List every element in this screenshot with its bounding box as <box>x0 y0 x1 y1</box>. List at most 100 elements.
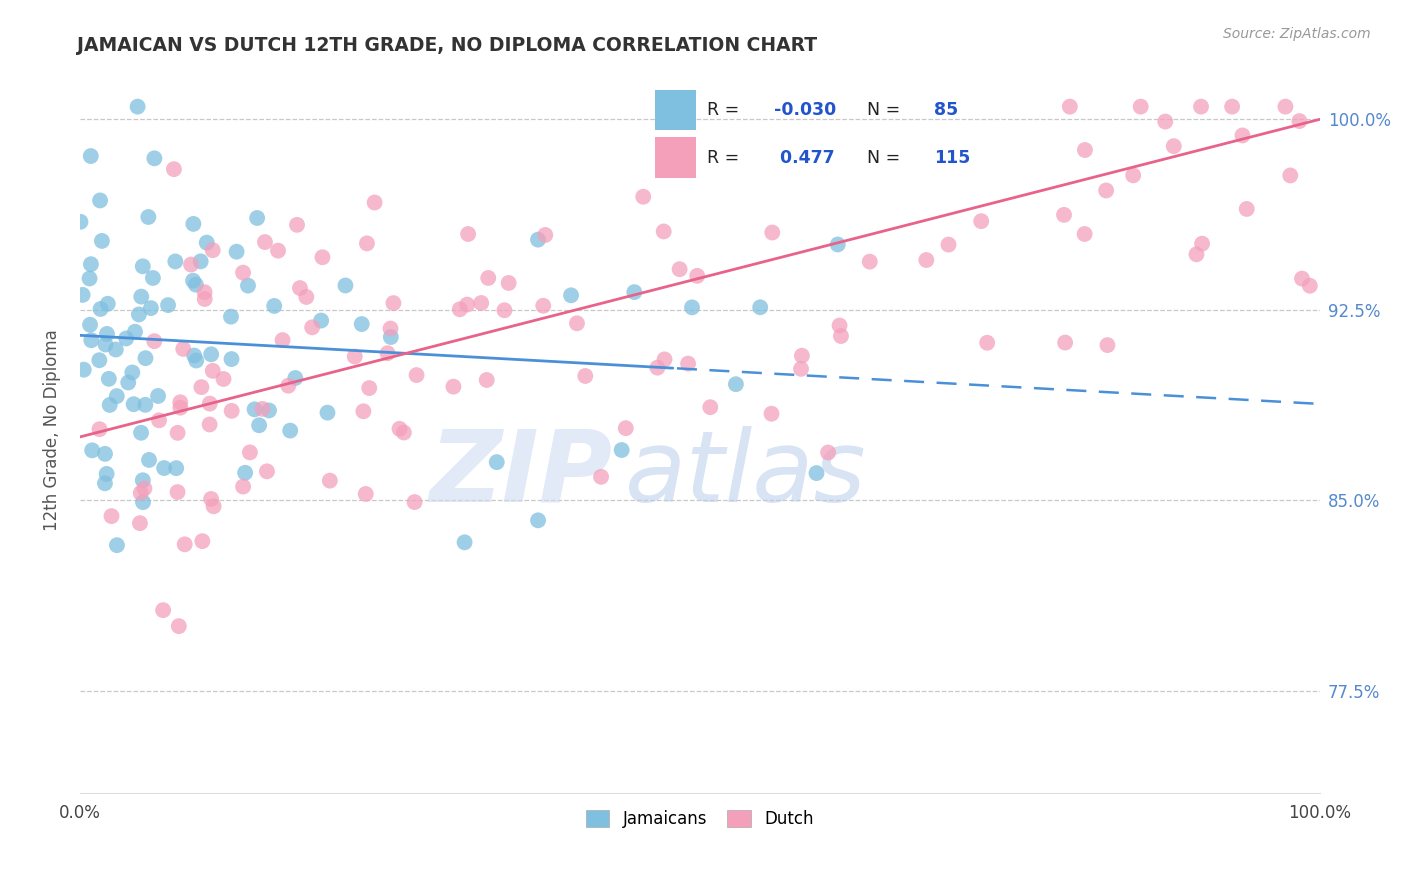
Point <box>96 467 118 481</box>
Y-axis label: 12th Grade, No Diploma: 12th Grade, No Diploma <box>44 330 60 532</box>
Point <box>138 210 160 224</box>
Point <box>200 347 222 361</box>
Point <box>1073 227 1095 241</box>
Point <box>221 352 243 367</box>
Point <box>184 277 207 292</box>
Point <box>165 461 187 475</box>
Point <box>72 288 94 302</box>
Point <box>830 329 852 343</box>
Point <box>128 308 150 322</box>
Point <box>392 425 415 440</box>
Point <box>80 257 103 271</box>
Point <box>309 313 332 327</box>
Point <box>115 331 138 345</box>
Point <box>94 476 117 491</box>
Point <box>1054 335 1077 350</box>
Point <box>915 253 938 268</box>
Point <box>565 316 588 330</box>
Point <box>827 237 849 252</box>
Point <box>443 379 465 393</box>
Point <box>828 318 851 333</box>
Point <box>1236 202 1258 216</box>
Point <box>186 353 208 368</box>
Point <box>124 325 146 339</box>
Point <box>1053 208 1076 222</box>
Point <box>256 464 278 478</box>
Point <box>817 445 839 459</box>
Point <box>477 271 499 285</box>
Point <box>143 151 166 165</box>
Point <box>938 237 960 252</box>
Point <box>97 372 120 386</box>
Point <box>132 260 155 274</box>
Point <box>647 360 669 375</box>
Point <box>456 297 478 311</box>
Point <box>623 285 645 299</box>
Point <box>284 371 307 385</box>
Point <box>633 190 655 204</box>
Point <box>138 453 160 467</box>
Point <box>191 534 214 549</box>
Point <box>80 149 103 163</box>
Point <box>1191 236 1213 251</box>
Point <box>105 538 128 552</box>
Point <box>127 100 149 114</box>
Point <box>352 404 374 418</box>
Point <box>166 485 188 500</box>
Point <box>457 227 479 241</box>
Point <box>449 302 471 317</box>
Point <box>277 378 299 392</box>
Point <box>201 364 224 378</box>
Point <box>96 326 118 341</box>
Point <box>498 276 520 290</box>
Point <box>79 318 101 332</box>
Point <box>285 218 308 232</box>
Point <box>319 474 342 488</box>
Point <box>676 357 699 371</box>
Point <box>681 301 703 315</box>
Point <box>1095 184 1118 198</box>
Point <box>267 244 290 258</box>
Point <box>94 337 117 351</box>
Point <box>382 296 405 310</box>
Point <box>172 342 194 356</box>
Point <box>1232 128 1254 143</box>
Point <box>82 443 104 458</box>
Point <box>354 487 377 501</box>
Point <box>232 266 254 280</box>
Point <box>104 343 127 357</box>
Point <box>614 421 637 435</box>
Point <box>232 479 254 493</box>
Point <box>89 353 111 368</box>
Point <box>485 455 508 469</box>
Point <box>686 268 709 283</box>
Point <box>257 403 280 417</box>
Point <box>121 366 143 380</box>
Point <box>201 243 224 257</box>
Point <box>212 372 235 386</box>
Point <box>129 516 152 531</box>
Point <box>166 425 188 440</box>
Point <box>148 413 170 427</box>
Point <box>350 317 373 331</box>
Point <box>190 254 212 268</box>
Point <box>122 397 145 411</box>
Point <box>790 362 813 376</box>
Point <box>225 244 247 259</box>
Point <box>94 447 117 461</box>
Point <box>1122 169 1144 183</box>
Point <box>80 333 103 347</box>
Point <box>405 368 427 383</box>
Legend: Jamaicans, Dutch: Jamaicans, Dutch <box>579 804 820 835</box>
Point <box>139 301 162 315</box>
Point <box>100 509 122 524</box>
Point <box>659 100 682 114</box>
Point <box>180 258 202 272</box>
Point <box>142 271 165 285</box>
Point <box>1059 100 1081 114</box>
Point <box>134 398 156 412</box>
Point <box>859 254 882 268</box>
Point <box>1288 114 1310 128</box>
Point <box>236 278 259 293</box>
Point <box>117 376 139 390</box>
